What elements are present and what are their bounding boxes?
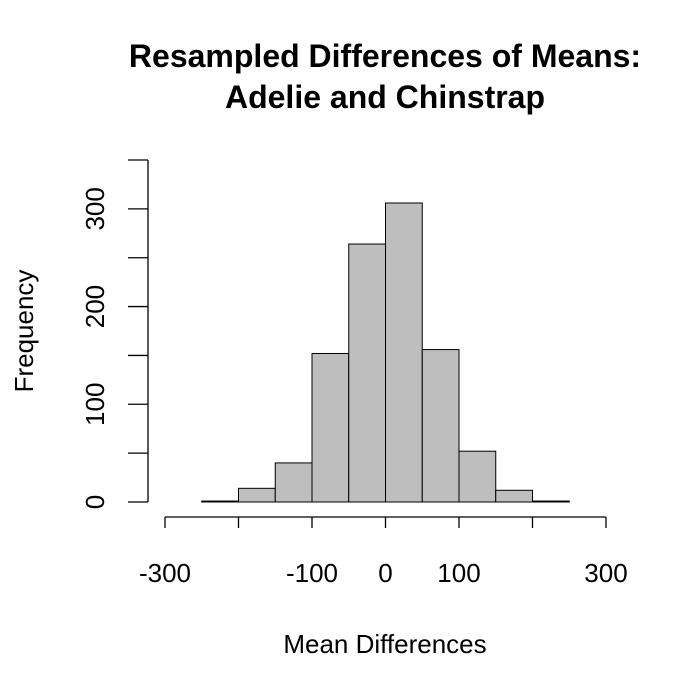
- histogram-bars: [201, 202, 570, 503]
- x-tick-label: 100: [437, 558, 480, 588]
- y-tick-label: 0: [80, 495, 110, 509]
- histogram-bar: [201, 500, 239, 503]
- x-tick-label: -100: [286, 558, 338, 588]
- y-tick-label: 100: [80, 383, 110, 426]
- x-tick-label: 0: [378, 558, 392, 588]
- x-axis: -300 -100 0 100 300: [139, 516, 628, 588]
- y-tick-label: 200: [80, 285, 110, 328]
- histogram-bar: [421, 349, 460, 503]
- y-axis-label: Frequency: [9, 270, 39, 393]
- chart-title: Resampled Differences of Means:: [129, 38, 641, 74]
- y-axis: 0 100 200 300: [80, 159, 149, 509]
- histogram-bar: [311, 352, 350, 503]
- histogram-bar: [348, 243, 386, 503]
- histogram-bar: [385, 202, 423, 503]
- y-tick-label: 300: [80, 187, 110, 230]
- x-axis-label: Mean Differences: [283, 629, 486, 659]
- histogram-bar: [532, 500, 570, 503]
- chart-title-line-2: Adelie and Chinstrap: [225, 79, 545, 115]
- histogram-bar: [495, 489, 533, 503]
- histogram-bar: [238, 487, 276, 503]
- histogram-bar: [458, 450, 497, 503]
- histogram-bar: [274, 462, 313, 503]
- x-tick-label: 300: [584, 558, 627, 588]
- x-tick-label: -300: [139, 558, 191, 588]
